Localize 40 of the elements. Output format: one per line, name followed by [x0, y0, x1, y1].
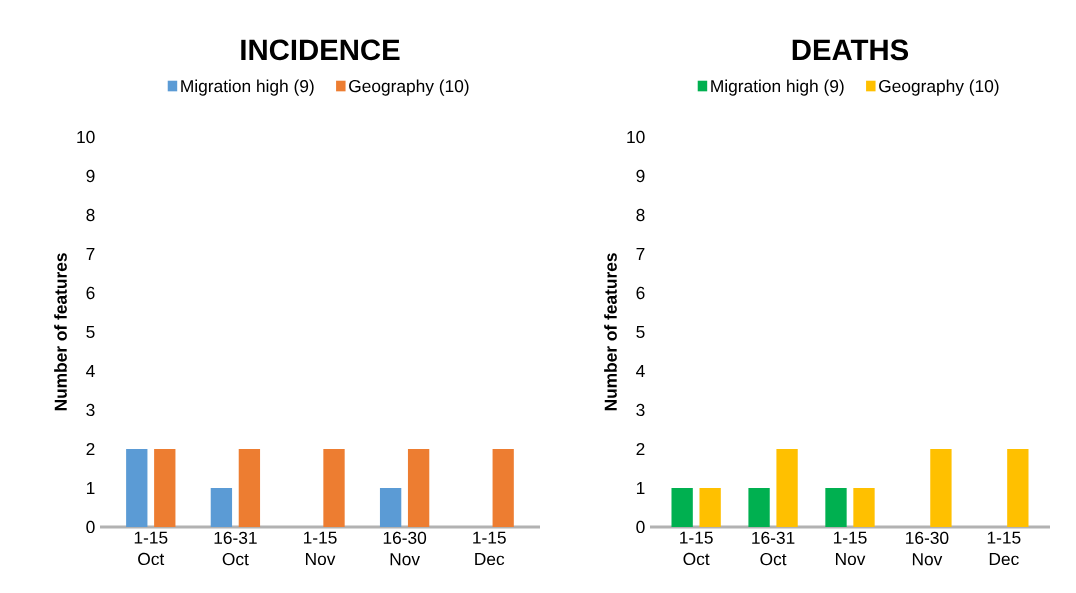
x-tick-label: 1-15 Dec: [473, 531, 506, 566]
x-tick-label: 16-30 Nov: [906, 531, 949, 566]
legend-label: Migration high (9): [711, 79, 844, 96]
y-axis-title: Number of features: [54, 253, 67, 411]
legend-label: Geography (10): [349, 79, 469, 96]
x-tick-label: 1-15 Dec: [987, 531, 1021, 566]
chart-title: DEATHS: [792, 39, 909, 61]
legend-label: Geography (10): [879, 79, 999, 96]
y-tick-label: 1: [636, 482, 645, 494]
y-tick-label: 3: [636, 403, 645, 417]
y-tick-label: 6: [636, 286, 645, 300]
y-tick-label: 7: [86, 248, 95, 260]
x-tick-label: 1-15 Oct: [134, 531, 168, 566]
y-axis-title: Number of features: [604, 253, 617, 411]
y-tick-label: 5: [636, 325, 645, 339]
y-tick-label: 5: [86, 325, 95, 339]
y-tick-label: 3: [86, 403, 95, 417]
y-tick-label: 9: [86, 169, 95, 183]
y-tick-label: 0: [636, 520, 645, 534]
y-tick-label: 10: [627, 130, 645, 144]
y-tick-label: 0: [86, 520, 95, 534]
y-tick-label: 7: [636, 248, 645, 260]
x-tick-label: 1-15 Nov: [833, 531, 867, 566]
x-tick-label: 16-31 Oct: [752, 531, 795, 566]
y-tick-label: 8: [86, 208, 95, 222]
legend-label: Migration high (9): [181, 79, 314, 96]
y-tick-label: 2: [636, 442, 645, 456]
x-tick-label: 16-31 Oct: [214, 531, 257, 566]
x-tick-label: 16-30 Nov: [383, 531, 427, 566]
y-tick-label: 9: [636, 169, 645, 183]
x-tick-label: 1-15 Nov: [303, 531, 337, 566]
x-tick-label: 1-15 Oct: [680, 531, 713, 566]
chart-title: INCIDENCE: [241, 39, 400, 61]
y-tick-label: 10: [77, 130, 95, 144]
y-tick-label: 4: [636, 365, 645, 377]
y-tick-label: 1: [86, 482, 95, 494]
y-tick-label: 4: [86, 365, 95, 377]
y-tick-label: 8: [636, 208, 645, 222]
y-tick-label: 2: [86, 442, 95, 456]
y-tick-label: 6: [86, 286, 95, 300]
